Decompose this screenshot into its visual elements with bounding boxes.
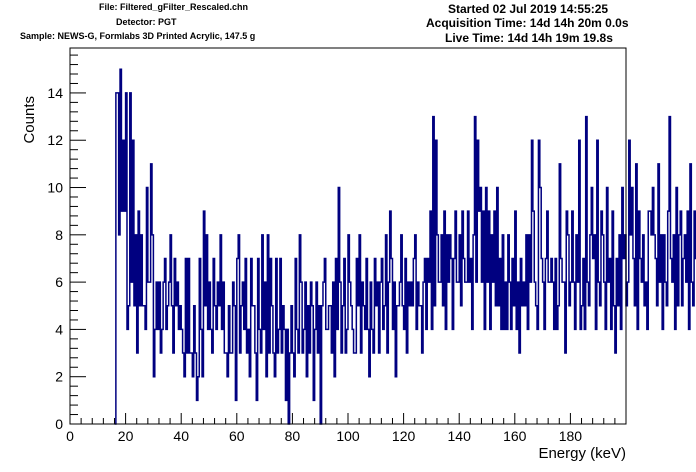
- x-tick-labels: 0 20 40 60 80 100 120 140 160 180: [66, 428, 582, 444]
- y-tick-label: 6: [55, 274, 63, 290]
- x-tick-label: 100: [336, 428, 360, 444]
- x-tick-label: 180: [559, 428, 583, 444]
- x-tick-label: 80: [285, 428, 301, 444]
- y-tick-label: 8: [55, 227, 63, 243]
- y-axis-label: Counts: [21, 96, 38, 144]
- x-tick-label: 40: [173, 428, 189, 444]
- y-tick-label: 14: [47, 85, 63, 101]
- x-tick-label: 0: [66, 428, 74, 444]
- axis-ticks: [69, 54, 627, 425]
- plot-frame: [69, 47, 627, 425]
- x-tick-label: 160: [503, 428, 527, 444]
- y-tick-label: 2: [55, 369, 63, 385]
- acquisition-time: Acquisition Time: 14d 14h 20m 0.0s: [426, 16, 629, 30]
- x-tick-label: 20: [118, 428, 134, 444]
- y-tick-label: 12: [47, 132, 63, 148]
- start-time: Started 02 Jul 2019 14:55:25: [448, 2, 609, 16]
- live-time: Live Time: 14d 14h 19m 19.8s: [445, 31, 613, 45]
- spectrum-series: [114, 68, 696, 425]
- x-tick-label: 140: [448, 428, 472, 444]
- file-name: File: Filtered_gFilter_Rescaled.chn: [99, 2, 249, 12]
- sample-description: Sample: NEWS-G, Formlabs 3D Printed Acry…: [20, 31, 256, 41]
- y-tick-label: 0: [55, 416, 63, 432]
- x-axis-label: Energy (keV): [538, 445, 626, 462]
- x-tick-label: 120: [392, 428, 416, 444]
- y-tick-label: 4: [55, 321, 63, 337]
- x-tick-label: 60: [229, 428, 245, 444]
- detector-name: Detector: PGT: [116, 17, 177, 27]
- y-tick-label: 10: [47, 180, 63, 196]
- y-tick-labels: 0 2 4 6 8 10 12 14: [47, 85, 63, 432]
